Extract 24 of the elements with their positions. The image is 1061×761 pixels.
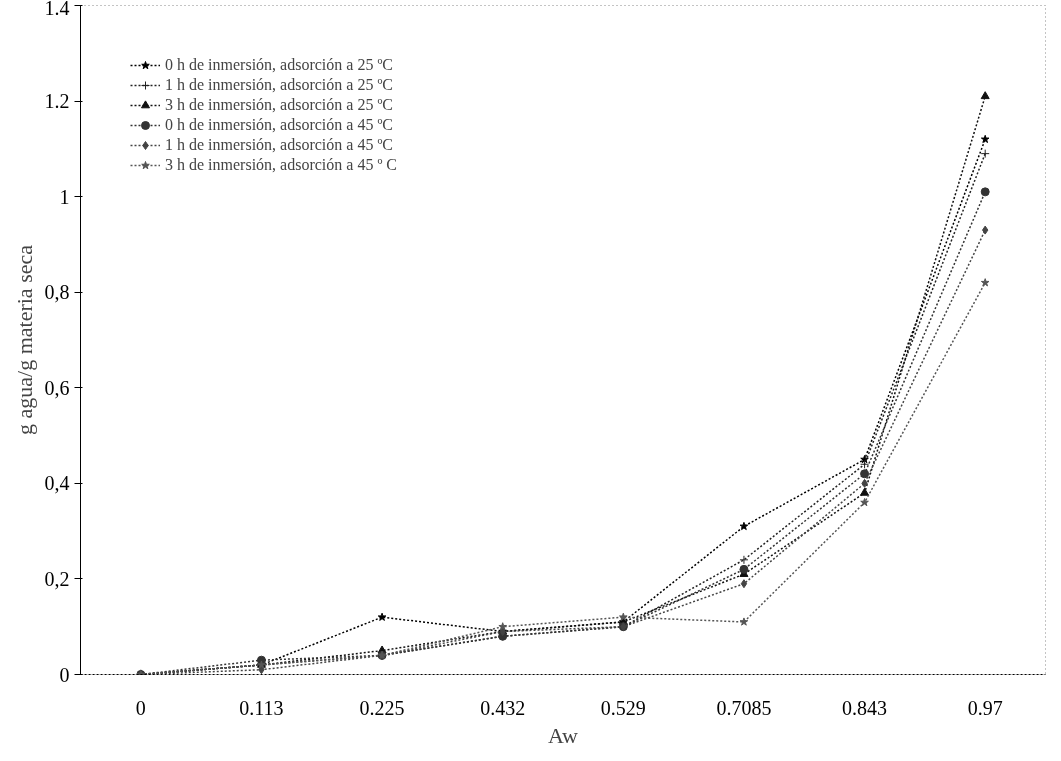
- x-tick-label: 0.225: [359, 696, 405, 719]
- y-tick-label: 0: [59, 663, 70, 686]
- y-tick-label: 0,4: [44, 472, 70, 495]
- x-tick-label: 0.7085: [716, 696, 772, 719]
- x-tick-label: 0.843: [842, 696, 888, 719]
- legend-label: 0 h de inmersión, adsorción a 25 ºC: [165, 56, 394, 74]
- y-tick-label: 1: [59, 185, 70, 208]
- legend-label: 1 h de inmersión, adsorción a 45 ºC: [165, 136, 394, 154]
- x-tick-label: 0.113: [239, 696, 284, 719]
- y-axis-title: g agua/g materia seca: [11, 244, 37, 435]
- x-tick-label: 0: [135, 696, 146, 719]
- y-tick-label: 0,6: [44, 376, 70, 399]
- legend-label: 1 h de inmersión, adsorción a 25 ºC: [165, 76, 394, 94]
- legend-label: 3 h de inmersión, adsorción a 45 º C: [165, 156, 398, 174]
- legend-label: 0 h de inmersión, adsorción a 45 ºC: [165, 116, 394, 134]
- x-axis-title: Aw: [548, 722, 578, 748]
- x-tick-label: 0.529: [600, 696, 646, 719]
- y-tick-label: 0,8: [44, 281, 70, 304]
- y-tick-label: 1.4: [44, 0, 70, 19]
- x-tick-label: 0.97: [967, 696, 1003, 719]
- x-tick-label: 0.432: [480, 696, 526, 719]
- legend-label: 3 h de inmersión, adsorción a 25 ºC: [165, 96, 394, 114]
- y-tick-label: 1.2: [44, 90, 70, 113]
- y-tick-label: 0,2: [44, 567, 70, 590]
